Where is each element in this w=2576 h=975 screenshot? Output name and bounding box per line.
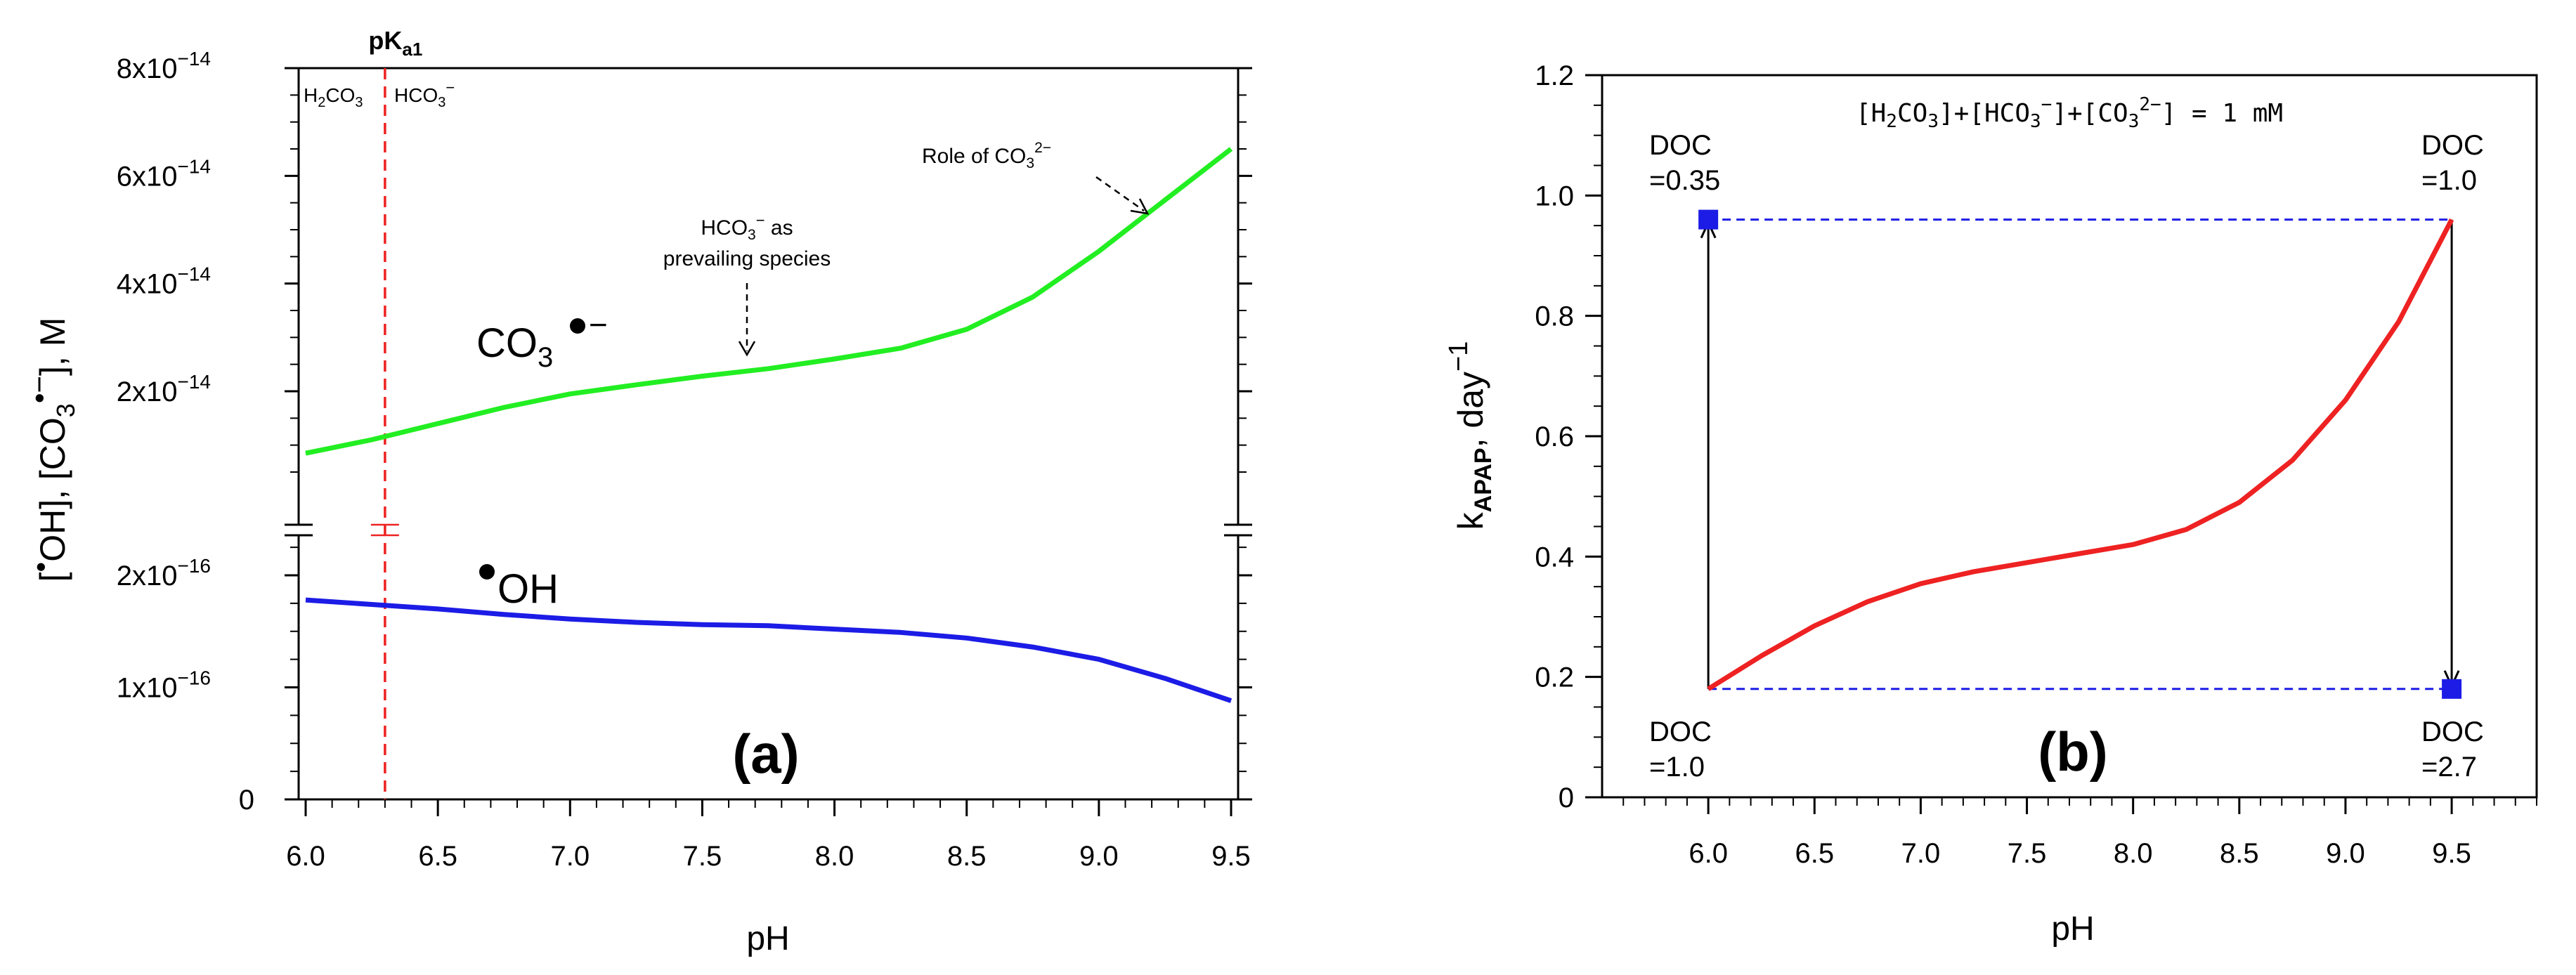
y-tick-label-upper-3: 8x10−14 <box>117 48 211 84</box>
axis-break-marks-a <box>285 523 1252 537</box>
y-tick-label-b-5: 1.0 <box>1535 181 1574 211</box>
reference-lines <box>1708 218 2452 691</box>
x-tick-label-b-4: 8.0 <box>2114 838 2153 869</box>
oh-radical-line <box>305 597 1232 703</box>
x-tick-label-a-4: 8.0 <box>815 841 854 872</box>
plot-frame-a <box>297 67 1240 801</box>
doc-label-top-left-1: DOC <box>1649 130 1712 161</box>
oh-series-label: OH <box>497 566 559 612</box>
y-axis-label-b: kAPAP, day−1 <box>1444 341 1497 530</box>
doc-label-top-left-2: =0.35 <box>1649 165 1720 196</box>
x-tick-label-b-5: 8.5 <box>2220 838 2259 869</box>
oh-radical-dot <box>479 564 495 580</box>
tick-labels-a: 6.0 6.5 7.0 7.5 8.0 8.5 9.0 9.5 2x10−14 4x10−14 6x… <box>117 48 1251 872</box>
y-tick-label-lower-2: 2x10−16 <box>117 555 211 591</box>
co3-radical-dot <box>570 318 585 334</box>
x-axis-label-b: pH <box>2051 910 2094 948</box>
x-tick-label-b-7: 9.5 <box>2432 838 2471 869</box>
annotation-co3-role-arrow <box>1095 176 1145 212</box>
x-axis-label-a: pH <box>746 920 789 957</box>
doc-label-top-right-2: =1.0 <box>2421 165 2477 196</box>
species-label-right: HCO3− <box>394 79 455 110</box>
doc-label-bottom-left-2: =1.0 <box>1649 752 1705 783</box>
doc-markers <box>1698 209 2462 699</box>
y-tick-label-b-0: 0 <box>1559 783 1574 813</box>
x-tick-label-b-2: 7.0 <box>1901 838 1941 869</box>
x-tick-label-a-3: 7.5 <box>683 841 722 872</box>
x-tick-label-a-1: 6.5 <box>418 841 457 872</box>
y-axis-label-a: [•OH], [CO3•−], M <box>22 318 80 582</box>
kapap-line <box>1707 218 2454 691</box>
x-tick-label-b-1: 6.5 <box>1795 838 1834 869</box>
doc-marker-0 <box>1698 209 1719 230</box>
x-tick-label-b-3: 7.5 <box>2008 838 2047 869</box>
tick-marks-b <box>1585 74 2537 814</box>
x-tick-label-b-0: 6.0 <box>1689 838 1728 869</box>
y-tick-label-upper-2: 6x10−14 <box>117 155 211 192</box>
chart-title-b: [H2CO3]+[HCO3−]+[CO32−] = 1 mM <box>1856 94 2283 132</box>
x-tick-label-a-6: 9.0 <box>1079 841 1119 872</box>
panel-label-b: (b) <box>2038 721 2108 783</box>
co3-radical-line <box>305 147 1233 456</box>
doc-label-bottom-right-2: =2.7 <box>2421 752 2477 783</box>
co3-charge: − <box>589 306 608 343</box>
x-tick-label-a-2: 7.0 <box>550 841 590 872</box>
pka-label: pKa1 <box>368 26 422 60</box>
chart-panel-b: 6.0 6.5 7.0 7.5 8.0 8.5 9.0 9.5 0 0.2 0.4 0.6 0.8 1.0… <box>1444 60 2538 948</box>
chart-panel-a: 6.0 6.5 7.0 7.5 8.0 8.5 9.0 9.5 2x10−14 4x10−14 6x… <box>22 26 1252 957</box>
x-tick-label-a-7: 9.5 <box>1211 841 1251 872</box>
doc-label-bottom-left-1: DOC <box>1649 716 1712 747</box>
y-tick-label-upper-1: 4x10−14 <box>117 263 211 300</box>
pka-break-marks <box>370 523 399 537</box>
y-tick-label-b-2: 0.4 <box>1535 542 1574 572</box>
y-tick-label-b-6: 1.2 <box>1535 60 1574 91</box>
panel-label-a: (a) <box>732 723 799 785</box>
doc-arrows <box>1700 219 2460 689</box>
species-label-left: H2CO3 <box>304 84 363 110</box>
y-tick-label-b-3: 0.6 <box>1535 421 1574 452</box>
y-tick-label-upper-0: 2x10−14 <box>117 371 211 407</box>
y-tick-label-b-4: 0.8 <box>1535 301 1574 332</box>
annotation-co3-role: Role of CO32− <box>922 140 1051 171</box>
y-tick-label-b-1: 0.2 <box>1535 662 1574 693</box>
doc-label-bottom-right-1: DOC <box>2421 716 2484 747</box>
y-tick-label-lower-1: 1x10−16 <box>117 667 211 704</box>
x-tick-label-b-6: 9.0 <box>2326 838 2365 869</box>
tick-marks-a <box>285 67 1252 816</box>
annotation-co3-role-arrowhead <box>1130 198 1150 215</box>
x-tick-label-a-0: 6.0 <box>286 841 325 872</box>
annotation-prevailing-arrowhead <box>738 341 756 357</box>
doc-marker-1 <box>2442 679 2462 699</box>
tick-labels-b: 6.0 6.5 7.0 7.5 8.0 8.5 9.0 9.5 0 0.2 0.4 0.6 0.8 1.0… <box>1535 60 2471 869</box>
x-tick-label-a-5: 8.5 <box>947 841 987 872</box>
annotation-prevailing-line1: HCO3− as <box>701 211 793 243</box>
annotation-prevailing-line2: prevailing species <box>663 247 831 270</box>
doc-label-top-right-1: DOC <box>2421 130 2484 161</box>
co3-series-label: CO3 <box>476 320 553 373</box>
y-tick-label-lower-0: 0 <box>239 785 254 816</box>
